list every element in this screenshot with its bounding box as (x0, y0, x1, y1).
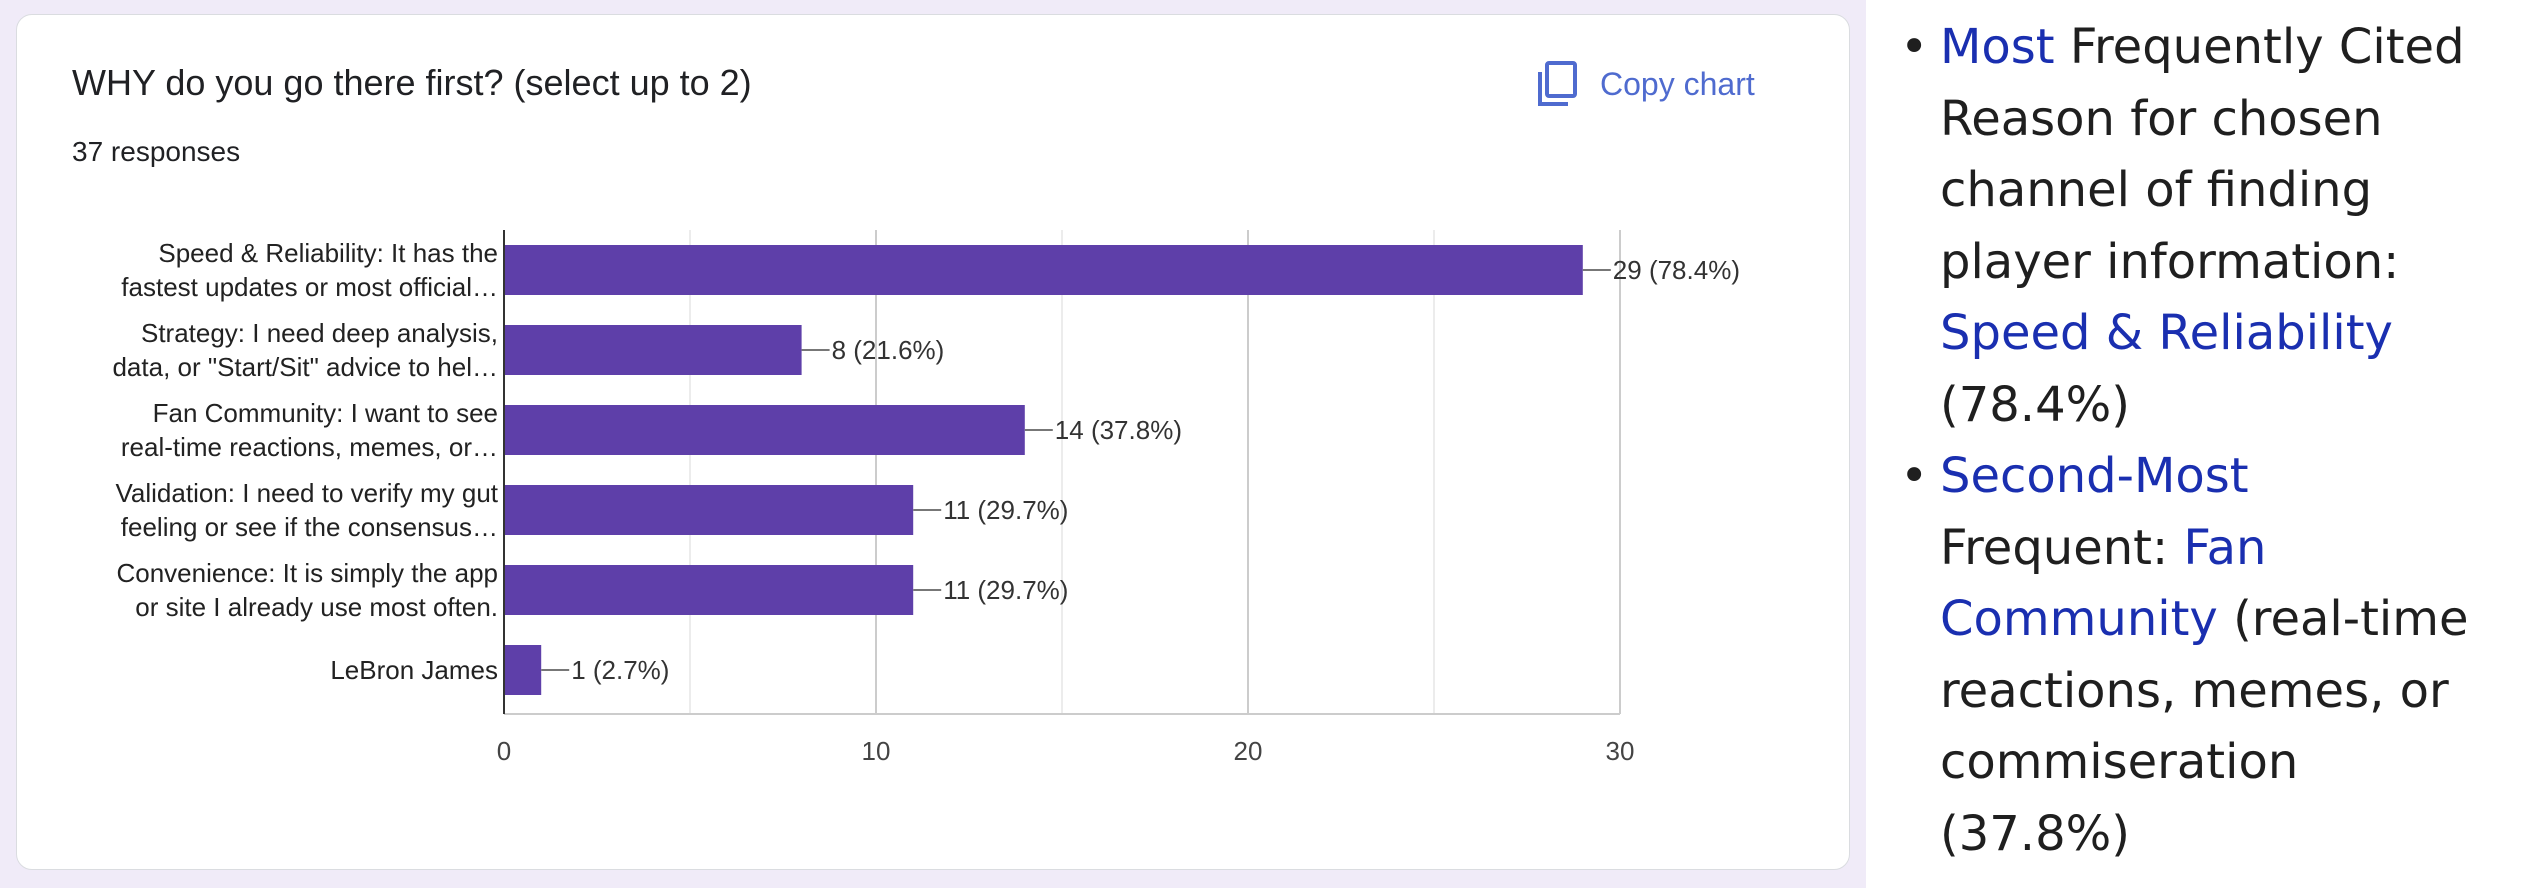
category-label: Convenience: It is simply the app (116, 558, 498, 588)
data-label: 1 (2.7%) (571, 655, 669, 685)
category-label: Speed & Reliability: It has the (158, 238, 498, 268)
data-label: 14 (37.8%) (1055, 415, 1182, 445)
highlight-community: Community (1940, 591, 2218, 647)
copy-icon (1538, 61, 1577, 106)
data-label: 29 (78.4%) (1613, 255, 1740, 285)
copy-chart-button[interactable]: Copy chart (1524, 56, 1767, 112)
x-tick-label: 30 (1606, 736, 1635, 766)
highlight-speed-reliability: Speed & Reliability (1940, 305, 2393, 361)
data-label: 11 (29.7%) (943, 575, 1068, 605)
highlight-fan: Fan (2183, 519, 2267, 576)
summary-notes: • Most Frequently Cited Reason for chose… (1900, 12, 2530, 870)
data-label: 8 (21.6%) (832, 335, 945, 365)
summary-item-most-cited: • Most Frequently Cited Reason for chose… (1900, 12, 2530, 441)
label-layer: 0 10 20 30 29 (78.4%) Speed & Reliability: It… (112, 238, 1740, 766)
grid-layer (503, 230, 1621, 715)
category-label: data, or "Start/Sit" advice to hel… (112, 352, 498, 382)
x-tick-label: 20 (1234, 736, 1263, 766)
bullet-dot: • (1900, 19, 1929, 75)
highlight-most: Most (1940, 19, 2055, 75)
bar (505, 405, 1025, 455)
bar (505, 485, 914, 535)
bar-layer (505, 245, 1611, 695)
category-label: real-time reactions, memes, or… (121, 432, 498, 462)
bar (505, 645, 542, 695)
x-tick-label: 10 (862, 736, 891, 766)
category-label: Fan Community: I want to see (153, 398, 498, 428)
bar-chart: 0 10 20 30 29 (78.4%) Speed & Reliability: It… (112, 230, 1740, 766)
category-label: Strategy: I need deep analysis, (141, 318, 498, 348)
bar (505, 565, 914, 615)
response-count: 37 responses (72, 136, 241, 167)
data-label: 11 (29.7%) (943, 495, 1068, 525)
x-tick-label: 0 (497, 736, 511, 766)
question-title: WHY do you go there first? (select up to… (72, 62, 752, 103)
category-label: Validation: I need to verify my gut (116, 478, 499, 508)
category-label: fastest updates or most official… (121, 272, 498, 302)
bullet-dot: • (1900, 448, 1929, 504)
category-label: feeling or see if the consensus… (121, 512, 498, 542)
highlight-second-most: Second-Most (1940, 448, 2249, 504)
bar (505, 325, 802, 375)
summary-item-second-most: • Second-Most Frequent: Fan Community (r… (1900, 441, 2530, 870)
copy-chart-label: Copy chart (1600, 65, 1755, 102)
category-label: LeBron James (330, 655, 498, 685)
category-label: or site I already use most often. (135, 592, 498, 622)
bar (505, 245, 1583, 295)
